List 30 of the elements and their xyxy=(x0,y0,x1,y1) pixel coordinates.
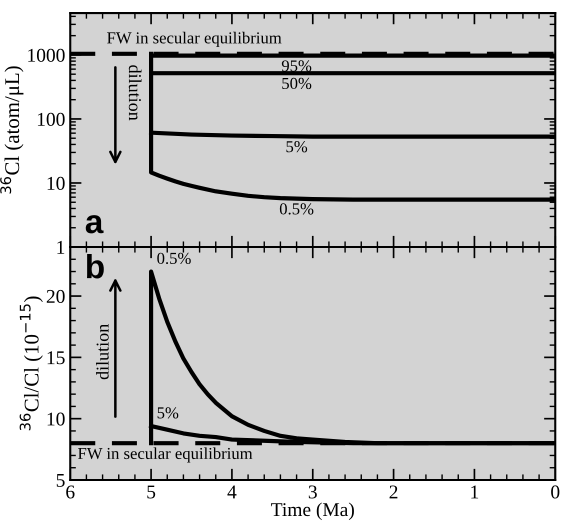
series-label: 5% xyxy=(158,407,178,419)
series-label: 50% xyxy=(282,78,312,90)
y-tick-label: 15 xyxy=(48,351,65,364)
series-label: 0.5% xyxy=(280,203,314,215)
x-tick-label: 3 xyxy=(308,485,317,499)
ref-line-label: FW in secular equilibrium xyxy=(78,447,252,462)
y-tick-label: 1000 xyxy=(28,48,65,62)
ref-line-label: FW in secular equilibrium xyxy=(107,32,282,47)
x-tick-label: 5 xyxy=(147,486,156,499)
x-tick-label: 0 xyxy=(551,485,560,499)
annotation: b xyxy=(87,254,104,278)
x-tick-label: 1 xyxy=(471,486,478,498)
x-tick-label: 4 xyxy=(227,486,236,498)
x-axis-title: Time (Ma) xyxy=(271,502,354,520)
annotation: a xyxy=(86,215,104,234)
annotation: dilution xyxy=(96,324,109,380)
x-tick-label: 6 xyxy=(66,485,75,499)
y-axis-title: $^{36}$Cl/Cl (10$^{−15}$) xyxy=(20,296,43,430)
y-tick-label: 10 xyxy=(48,176,65,190)
y-tick-label: 1 xyxy=(57,240,64,254)
x-tick-label: 2 xyxy=(390,485,398,498)
series-label: 5% xyxy=(286,141,308,152)
y-tick-label: 20 xyxy=(46,290,65,303)
y-tick-label: 100 xyxy=(38,112,65,126)
y-axis-title: $^{36}$Cl (atom/μL) xyxy=(0,66,24,194)
y-tick-label: 5 xyxy=(56,474,65,487)
y-tick-label: 10 xyxy=(48,412,65,426)
series-label: 95% xyxy=(282,60,312,72)
legend-label: 0.5% xyxy=(157,252,191,264)
annotation: dilution xyxy=(128,65,142,120)
